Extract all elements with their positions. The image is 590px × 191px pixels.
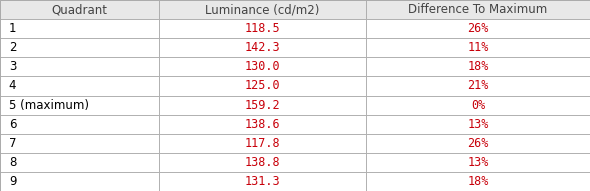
Text: 118.5: 118.5 [245,22,280,35]
Bar [159,134,366,153]
Bar [0,38,159,57]
Text: 125.0: 125.0 [245,79,280,92]
Bar [159,76,366,96]
Text: 9: 9 [9,175,17,188]
Bar [0,115,159,134]
Text: 26%: 26% [467,22,489,35]
Bar [366,153,590,172]
Bar [366,0,590,19]
Bar [159,0,366,19]
Bar [0,19,159,38]
Bar [0,153,159,172]
Text: 6: 6 [9,118,17,131]
Bar [159,115,366,134]
Text: 11%: 11% [467,41,489,54]
Text: 117.8: 117.8 [245,137,280,150]
Bar [159,172,366,191]
Text: 7: 7 [9,137,17,150]
Text: Luminance (cd/m2): Luminance (cd/m2) [205,3,320,16]
Text: 18%: 18% [467,60,489,73]
Bar [159,153,366,172]
Bar [0,0,159,19]
Bar [366,134,590,153]
Bar [0,57,159,76]
Text: 130.0: 130.0 [245,60,280,73]
Bar [366,76,590,96]
Bar [366,172,590,191]
Text: 13%: 13% [467,118,489,131]
Text: 3: 3 [9,60,17,73]
Text: 142.3: 142.3 [245,41,280,54]
Text: 13%: 13% [467,156,489,169]
Bar [366,38,590,57]
Bar [0,172,159,191]
Bar [159,57,366,76]
Bar [0,76,159,96]
Text: Difference To Maximum: Difference To Maximum [408,3,548,16]
Text: 131.3: 131.3 [245,175,280,188]
Bar [366,19,590,38]
Text: 5 (maximum): 5 (maximum) [9,99,89,112]
Text: 18%: 18% [467,175,489,188]
Text: Quadrant: Quadrant [52,3,107,16]
Text: 159.2: 159.2 [245,99,280,112]
Text: 4: 4 [9,79,17,92]
Bar [159,38,366,57]
Text: 138.8: 138.8 [245,156,280,169]
Text: 26%: 26% [467,137,489,150]
Bar [159,96,366,115]
Bar [366,96,590,115]
Text: 0%: 0% [471,99,485,112]
Bar [366,115,590,134]
Text: 2: 2 [9,41,17,54]
Text: 21%: 21% [467,79,489,92]
Bar [0,96,159,115]
Bar [0,134,159,153]
Text: 1: 1 [9,22,17,35]
Text: 138.6: 138.6 [245,118,280,131]
Bar [159,19,366,38]
Bar [366,57,590,76]
Text: 8: 8 [9,156,17,169]
